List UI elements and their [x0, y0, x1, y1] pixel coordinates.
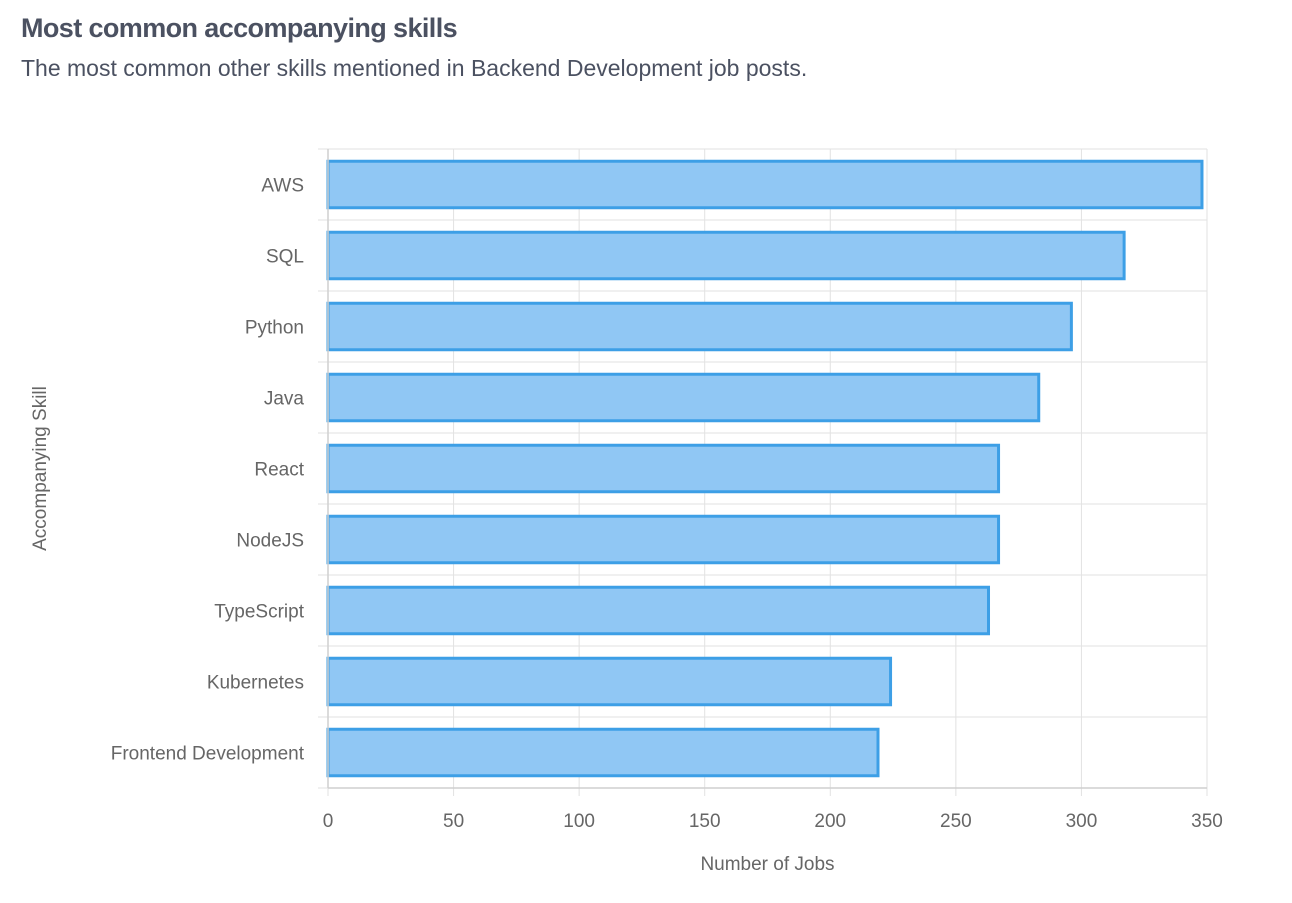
chart-header: Most common accompanying skills The most… — [21, 8, 1271, 84]
bar-layer — [326, 159, 1204, 778]
axis-layer: 0 50 100 150 200 250 300 350 AWS SQL Python Java Rea… — [111, 148, 1223, 832]
x-tick-label: 0 — [323, 811, 334, 832]
bar — [326, 301, 1073, 352]
x-tick-label: 200 — [814, 811, 846, 832]
y-tick-label: Python — [245, 318, 304, 339]
y-tick-label: Frontend Development — [111, 744, 305, 765]
y-tick-label: NodeJS — [236, 531, 304, 552]
x-tick-label: 350 — [1191, 811, 1223, 832]
x-tick-label: 100 — [563, 811, 595, 832]
y-tick-label: AWS — [261, 176, 304, 197]
y-axis-title: Accompanying Skill — [30, 386, 51, 551]
bar — [326, 372, 1041, 423]
chart-title: Most common accompanying skills — [21, 13, 458, 43]
x-tick-label: 150 — [689, 811, 721, 832]
y-tick-label: SQL — [266, 247, 304, 268]
chart-subtitle: The most common other skills mentioned i… — [21, 55, 808, 81]
bar — [326, 514, 1001, 565]
bar — [326, 443, 1001, 494]
bar — [326, 230, 1126, 281]
y-tick-label: Java — [264, 389, 305, 410]
x-tick-label: 300 — [1066, 811, 1098, 832]
y-tick-label: Kubernetes — [207, 673, 304, 694]
x-axis-title: Number of Jobs — [700, 854, 834, 875]
bar — [326, 656, 893, 707]
bar — [326, 727, 880, 778]
y-tick-label: React — [254, 460, 304, 481]
x-tick-label: 250 — [940, 811, 972, 832]
x-tick-label: 50 — [443, 811, 464, 832]
bar — [326, 159, 1204, 210]
bar — [326, 585, 991, 636]
y-tick-label: TypeScript — [214, 602, 304, 623]
